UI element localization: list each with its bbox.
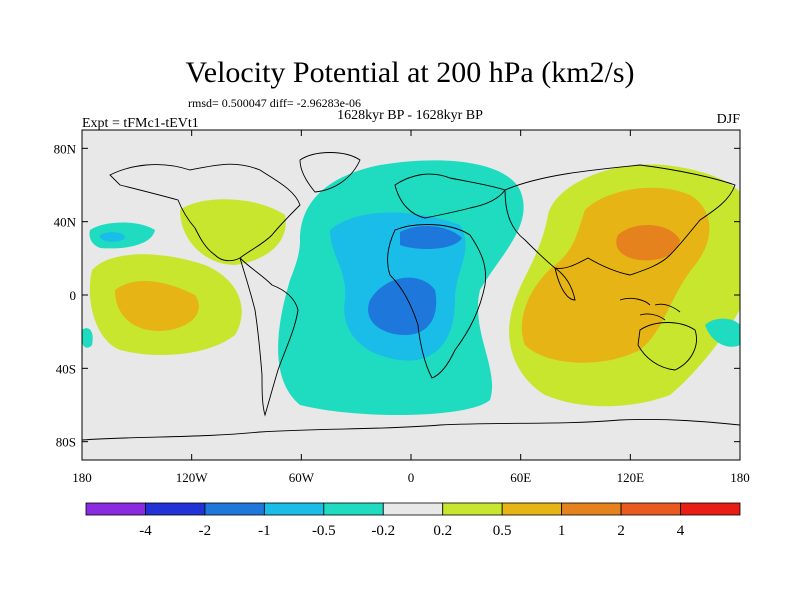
colorbar-box	[204, 502, 265, 516]
coast-europe	[394, 173, 506, 219]
colorbar-box	[442, 502, 503, 516]
y-tick-label: 0	[70, 288, 77, 303]
x-tick-label: 60E	[510, 470, 531, 485]
season-label: DJF	[717, 112, 741, 127]
colorbar-label: -1	[258, 523, 271, 539]
stats-line: rmsd= 0.500047 diff= -2.96283e-06	[188, 96, 361, 110]
colorbar-box	[561, 502, 622, 516]
region-southwest-negative	[82, 328, 93, 348]
y-tick-label: 80N	[54, 141, 77, 156]
y-tick-label: 80S	[56, 435, 76, 450]
region-far-east-negative	[705, 318, 740, 347]
x-axis: 180 120W 60W 0 60E 120E 180	[72, 130, 750, 485]
colorbar-label: -4	[139, 523, 152, 539]
coast-maritime-continent	[619, 297, 681, 321]
colorbar-box	[382, 502, 444, 516]
colorbar-label: -2	[199, 523, 212, 539]
y-axis: 80N 40N 0 40S 80S	[54, 141, 740, 450]
colorbar-box	[85, 502, 146, 516]
colorbar-box	[680, 502, 741, 516]
colorbar-box	[501, 502, 563, 516]
x-tick-label: 120W	[176, 470, 209, 485]
y-tick-label: 40S	[56, 361, 76, 376]
x-tick-label: 60W	[289, 470, 315, 485]
region-atlantic-center	[368, 277, 437, 335]
colorbar	[85, 502, 741, 516]
colorbar-box	[620, 502, 681, 516]
x-tick-label: 0	[408, 470, 415, 485]
colorbar-label: 1	[558, 523, 566, 539]
region-east-asia-max	[616, 224, 680, 261]
x-tick-label: 120E	[617, 470, 645, 485]
coast-antarctica	[82, 419, 740, 441]
coast-india	[554, 266, 576, 301]
colorbar-box	[323, 502, 384, 516]
region-east-pacific-core	[115, 280, 199, 331]
colorbar-box	[263, 502, 325, 516]
coast-south-america	[239, 257, 299, 417]
region-north-pacific-core	[100, 232, 125, 242]
x-tick-label: 180	[72, 470, 92, 485]
colorbar-box	[145, 502, 206, 516]
coast-greenland	[299, 152, 361, 193]
y-tick-label: 40N	[54, 215, 77, 230]
colorbar-label: 4	[677, 523, 685, 539]
coastlines	[82, 152, 740, 441]
colorbar-labels: -4 -2 -1 -0.5 -0.2 0.2 0.5 1 2 4	[139, 523, 685, 539]
coast-africa	[387, 224, 487, 379]
region-mediterranean-core	[400, 226, 462, 250]
colorbar-label: 0.2	[433, 523, 452, 539]
coast-australia	[637, 322, 697, 371]
coast-north-america	[109, 163, 301, 262]
region-north-america-positive	[180, 199, 286, 265]
colorbar-label: 2	[617, 523, 625, 539]
colorbar-label: -0.5	[312, 523, 336, 539]
experiment-label: Expt = tFMc1-tEVt1	[82, 116, 199, 131]
subtitle: 1628kyr BP - 1628kyr BP	[337, 108, 483, 123]
x-tick-label: 180	[730, 470, 750, 485]
coast-asia	[504, 164, 736, 276]
chart-title: Velocity Potential at 200 hPa (km2/s)	[185, 56, 634, 89]
colorbar-label: -0.2	[371, 523, 395, 539]
colorbar-label: 0.5	[493, 523, 512, 539]
